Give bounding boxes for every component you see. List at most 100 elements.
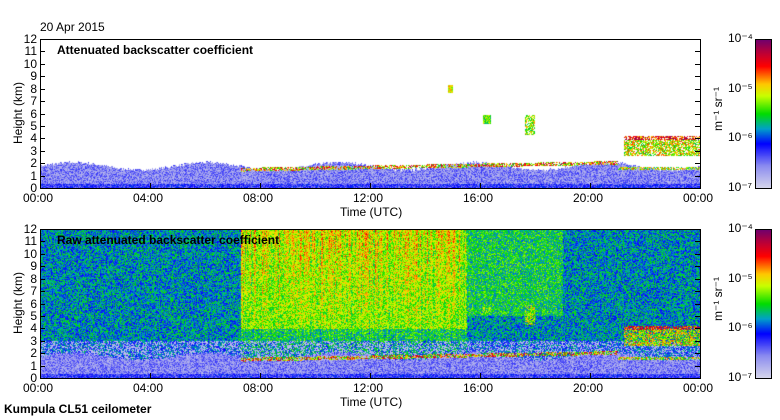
y-tick-label: 3	[30, 333, 37, 348]
colorbar-frame	[755, 39, 772, 189]
y-tick-mark	[40, 163, 45, 165]
y-tick-mark	[695, 378, 700, 379]
x-tick-mark	[700, 183, 701, 188]
y-tick-mark	[40, 39, 45, 40]
plot-frame	[40, 229, 701, 379]
y-tick-mark	[695, 150, 700, 152]
x-tick-label: 00:00	[23, 191, 54, 205]
y-tick-mark	[695, 88, 700, 90]
y-tick-mark	[40, 175, 45, 177]
y-tick-mark	[695, 241, 700, 243]
colorbar-tick-label: 10⁻⁷	[728, 180, 753, 194]
y-tick-label: 8	[30, 271, 37, 286]
x-tick-label: 12:00	[353, 191, 384, 205]
y-tick-label: 12	[23, 32, 37, 46]
colorbar-tick-label: 10⁻⁶	[728, 130, 753, 145]
y-tick-label: 4	[30, 321, 37, 336]
y-axis-label: Height (km)	[11, 271, 26, 334]
y-tick-mark	[695, 39, 700, 40]
y-tick-mark	[40, 150, 45, 152]
y-tick-mark	[40, 188, 45, 189]
plot-frame	[40, 39, 701, 189]
y-tick-mark	[695, 125, 700, 127]
y-tick-label: 11	[24, 44, 37, 59]
y-tick-mark	[695, 328, 700, 330]
y-tick-mark	[40, 315, 45, 317]
x-tick-label: 20:00	[573, 191, 604, 205]
y-tick-mark	[695, 291, 700, 293]
panel-title: Attenuated backscatter coefficient	[57, 43, 254, 57]
colorbar-label: m⁻¹ sr⁻¹	[711, 276, 725, 321]
y-tick-mark	[40, 266, 45, 268]
y-tick-label: 4	[30, 131, 37, 146]
y-tick-mark	[695, 340, 700, 342]
y-tick-label: 5	[30, 118, 37, 133]
y-tick-mark	[695, 163, 700, 165]
y-tick-label: 6	[30, 106, 37, 121]
y-tick-label: 1	[30, 168, 37, 183]
y-tick-mark	[40, 88, 45, 90]
x-tick-mark	[260, 373, 261, 378]
y-tick-mark	[695, 353, 700, 355]
y-tick-mark	[40, 253, 45, 255]
y-tick-mark	[695, 101, 700, 103]
y-tick-label: 0	[30, 181, 37, 195]
y-tick-mark	[695, 175, 700, 177]
y-tick-mark	[40, 291, 45, 293]
x-tick-mark	[480, 183, 481, 188]
x-tick-label: 08:00	[243, 381, 274, 395]
y-axis-label: Height (km)	[11, 81, 26, 144]
x-tick-label: 00:00	[683, 191, 714, 205]
y-tick-mark	[695, 113, 700, 115]
heatmap-raw	[40, 229, 700, 378]
y-tick-mark	[40, 353, 45, 355]
y-tick-mark	[40, 101, 45, 103]
x-tick-label: 00:00	[23, 381, 54, 395]
y-tick-label: 3	[30, 143, 37, 158]
y-tick-label: 5	[30, 308, 37, 323]
x-tick-label: 16:00	[463, 191, 494, 205]
colorbar-tick-label: 10⁻⁴	[728, 221, 753, 235]
x-tick-label: 04:00	[133, 381, 164, 395]
y-tick-mark	[40, 378, 45, 379]
colorbar-tick-label: 10⁻⁶	[728, 320, 753, 335]
y-tick-mark	[40, 138, 45, 140]
x-tick-mark	[40, 373, 41, 378]
y-tick-label: 11	[24, 234, 37, 249]
x-tick-label: 16:00	[463, 381, 494, 395]
y-tick-mark	[695, 51, 700, 53]
colorbar-label: m⁻¹ sr⁻¹	[711, 86, 725, 131]
y-tick-label: 9	[30, 69, 37, 84]
y-tick-mark	[40, 241, 45, 243]
y-tick-label: 0	[30, 371, 37, 385]
x-tick-mark	[150, 183, 151, 188]
colorbar	[755, 39, 771, 188]
y-tick-mark	[695, 138, 700, 140]
y-tick-mark	[40, 340, 45, 342]
colorbar-tick-label: 10⁻⁵	[728, 80, 753, 95]
y-tick-mark	[695, 63, 700, 65]
y-tick-mark	[695, 229, 700, 230]
y-tick-mark	[40, 365, 45, 367]
x-axis-label: Time (UTC)	[340, 205, 403, 219]
x-tick-mark	[590, 373, 591, 378]
y-tick-mark	[40, 76, 45, 78]
y-tick-label: 10	[23, 246, 37, 261]
y-tick-mark	[40, 328, 45, 330]
y-tick-mark	[695, 365, 700, 367]
colorbar-tick-label: 10⁻⁴	[728, 31, 753, 45]
heatmap-attenuated	[40, 39, 700, 188]
y-tick-label: 7	[30, 94, 37, 109]
y-tick-mark	[695, 253, 700, 255]
y-tick-mark	[40, 229, 45, 230]
panel-title: Raw attenuated backscatter coefficient	[57, 233, 280, 247]
y-tick-label: 2	[30, 156, 37, 171]
y-tick-mark	[40, 51, 45, 53]
y-tick-mark	[40, 113, 45, 115]
y-tick-label: 9	[30, 259, 37, 274]
y-tick-mark	[695, 266, 700, 268]
y-tick-mark	[40, 303, 45, 305]
y-tick-label: 6	[30, 296, 37, 311]
x-tick-mark	[40, 183, 41, 188]
